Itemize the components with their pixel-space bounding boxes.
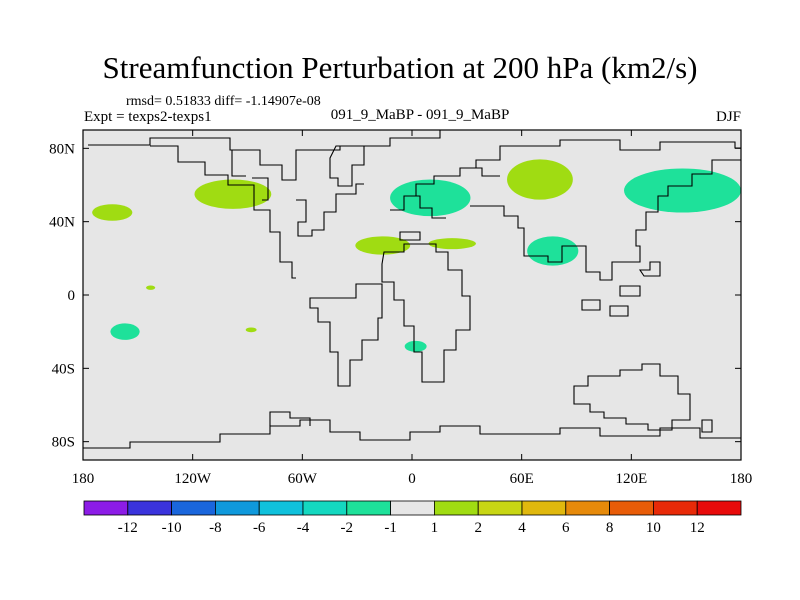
- colorbar-box: [258, 500, 304, 516]
- colorbar-box: [214, 500, 260, 516]
- x-tick-label: 180: [730, 471, 753, 487]
- case-label: 091_9_MaBP - 091_9_MaBP: [330, 107, 510, 123]
- colorbar-label: -8: [209, 520, 222, 536]
- colorbar-label: 8: [606, 520, 614, 536]
- experiment-label: Expt = texps2-texps1: [84, 109, 212, 125]
- colorbar-box: [521, 500, 567, 516]
- anomaly-region-3: [507, 159, 573, 200]
- anomaly-region-4: [624, 168, 741, 213]
- y-tick-label: 40S: [52, 361, 75, 377]
- anomaly-region-0: [194, 179, 272, 209]
- anomaly-region-9: [404, 340, 427, 352]
- y-tick-label: 40N: [49, 215, 75, 231]
- y-tick-label: 80N: [49, 141, 75, 157]
- colorbar-box: [127, 500, 173, 516]
- axis-tick-labels: 180 120W 60W 0 60E 120E 180 80N 40N 0 40S 80S: [49, 141, 752, 487]
- colorbar-box: [433, 500, 479, 516]
- colorbar-label: 10: [646, 520, 661, 536]
- x-tick-label: 120E: [615, 471, 647, 487]
- anomaly-region-10: [146, 285, 156, 290]
- x-tick-label: 0: [408, 471, 416, 487]
- colorbar-label: -2: [341, 520, 354, 536]
- anomaly-region-1: [92, 204, 133, 221]
- x-tick-label: 60W: [288, 471, 318, 487]
- colorbar-box: [653, 500, 698, 516]
- x-tick-label: 180: [72, 471, 95, 487]
- colorbar-box: [477, 500, 523, 516]
- anomaly-region-5: [527, 236, 579, 266]
- colorbar-label: -6: [253, 520, 266, 536]
- colorbar-label: 2: [474, 520, 482, 536]
- y-tick-label: 80S: [52, 435, 75, 451]
- colorbar-box: [302, 500, 348, 516]
- colorbar-box: [171, 500, 216, 516]
- y-tick-label: 0: [68, 288, 76, 304]
- coastlines: [83, 130, 741, 449]
- anomaly-regions: [92, 159, 741, 352]
- colorbar-label: -10: [162, 520, 182, 536]
- anomaly-region-8: [110, 323, 140, 340]
- chart-title: Streamfunction Perturbation at 200 hPa (…: [102, 50, 698, 85]
- colorbar-label: -1: [384, 520, 397, 536]
- season-label: DJF: [715, 109, 741, 125]
- colorbar-label: -4: [297, 520, 310, 536]
- anomaly-region-11: [245, 327, 257, 333]
- colorbar-label: 1: [431, 520, 439, 536]
- x-tick-label: 120W: [174, 471, 212, 487]
- colorbar-label: -12: [118, 520, 138, 536]
- colorbar-box: [696, 500, 742, 516]
- colorbar-box: [390, 500, 435, 516]
- colorbar: -12 -10 -8 -6 -4 -2 -1 1 2 4 6 8 10 12: [83, 500, 742, 536]
- colorbar-box: [565, 500, 610, 516]
- colorbar-label: 4: [518, 520, 526, 536]
- anomaly-region-7: [428, 238, 476, 250]
- rmsd-diff-stats: rmsd= 0.51833 diff= -1.14907e-08: [126, 94, 321, 109]
- colorbar-label: 6: [562, 520, 570, 536]
- colorbar-box: [609, 500, 654, 516]
- anomaly-region-6: [355, 236, 411, 255]
- colorbar-label: 12: [690, 520, 705, 536]
- colorbar-box: [346, 500, 391, 516]
- anomaly-region-2: [390, 179, 471, 217]
- axis-ticks: [82, 130, 742, 460]
- colorbar-box: [83, 500, 129, 516]
- x-tick-label: 60E: [510, 471, 534, 487]
